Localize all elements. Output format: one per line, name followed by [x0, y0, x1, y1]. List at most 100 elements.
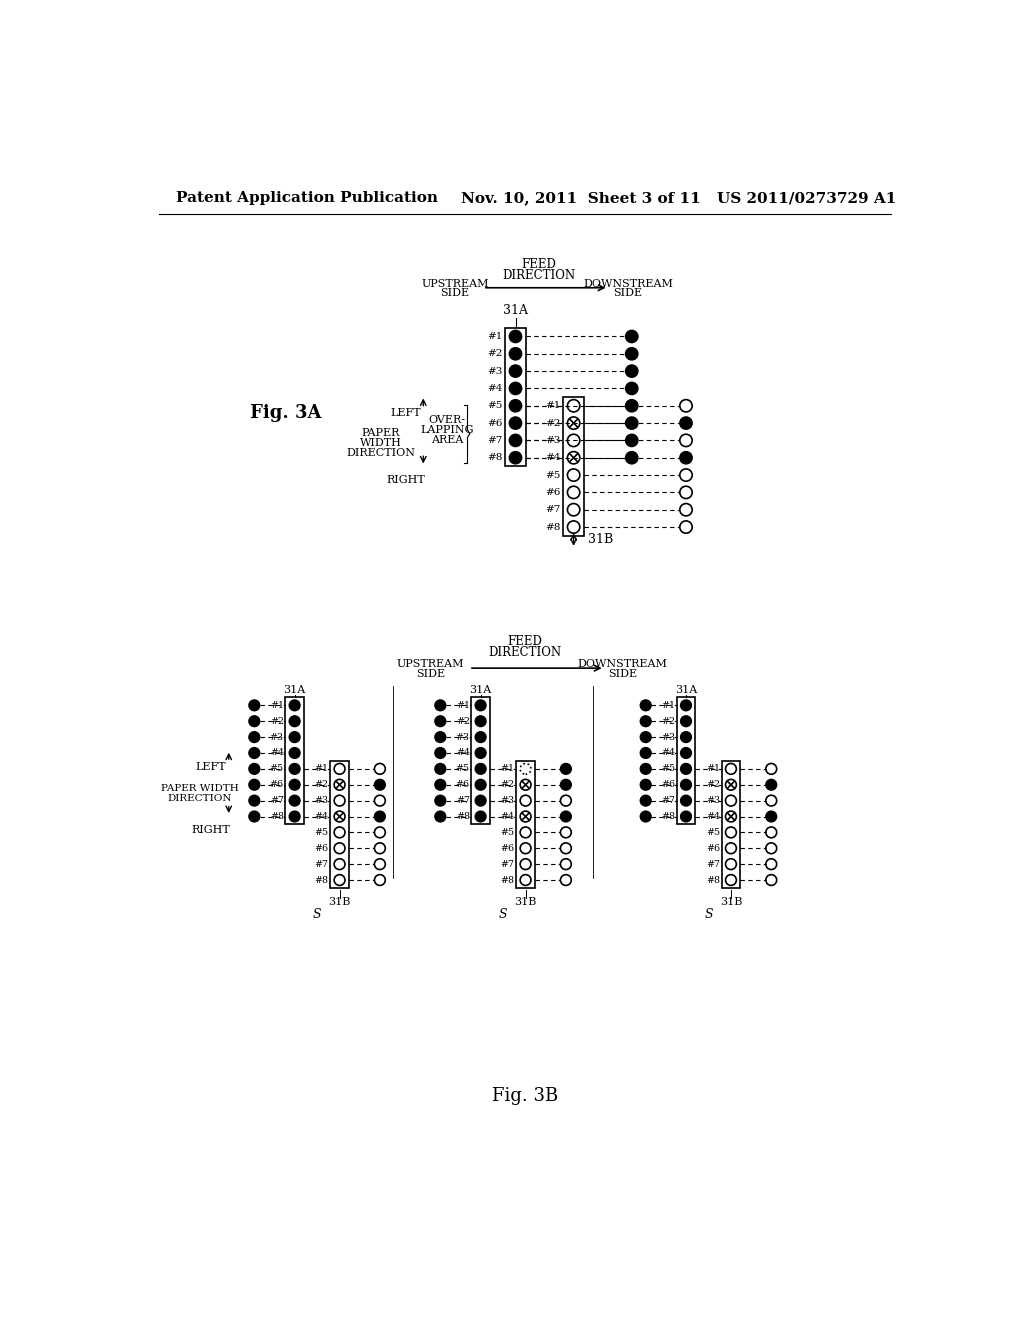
- Bar: [563, 397, 585, 536]
- Bar: [331, 760, 349, 888]
- Text: LEFT: LEFT: [196, 762, 226, 772]
- Circle shape: [289, 700, 300, 710]
- Text: S: S: [705, 908, 713, 921]
- Text: OVER-: OVER-: [429, 416, 466, 425]
- Circle shape: [560, 810, 571, 822]
- Circle shape: [567, 417, 580, 429]
- Circle shape: [509, 451, 521, 463]
- Circle shape: [435, 747, 445, 759]
- Text: 31B: 31B: [720, 896, 742, 907]
- Text: #6: #6: [706, 843, 720, 853]
- Text: AREA: AREA: [431, 436, 464, 445]
- Text: #6: #6: [487, 418, 503, 428]
- Circle shape: [249, 795, 260, 807]
- Circle shape: [509, 400, 521, 412]
- Text: 31B: 31B: [329, 896, 351, 907]
- Circle shape: [560, 828, 571, 838]
- Text: #6: #6: [545, 488, 560, 496]
- Circle shape: [475, 795, 486, 807]
- Circle shape: [640, 731, 651, 742]
- Circle shape: [626, 400, 638, 412]
- Text: #7: #7: [487, 436, 503, 445]
- Text: #7: #7: [545, 506, 560, 515]
- Text: #3: #3: [487, 367, 503, 376]
- Circle shape: [520, 843, 531, 854]
- Text: #8: #8: [269, 812, 284, 821]
- Text: #1: #1: [456, 701, 470, 710]
- Bar: [516, 760, 535, 888]
- Circle shape: [680, 400, 692, 412]
- Circle shape: [435, 731, 445, 742]
- Text: #4: #4: [662, 748, 675, 758]
- Circle shape: [249, 715, 260, 726]
- Text: #7: #7: [707, 859, 720, 869]
- Text: #1: #1: [314, 764, 329, 774]
- Text: #2: #2: [487, 350, 503, 358]
- Text: SIDE: SIDE: [613, 288, 642, 298]
- Text: #4: #4: [269, 748, 284, 758]
- Circle shape: [509, 434, 521, 446]
- Circle shape: [640, 700, 651, 710]
- Text: #3: #3: [501, 796, 515, 805]
- Circle shape: [626, 434, 638, 446]
- Text: PAPER: PAPER: [361, 428, 399, 438]
- Circle shape: [567, 469, 580, 482]
- Text: 31A: 31A: [503, 305, 528, 317]
- Circle shape: [509, 330, 521, 343]
- Bar: [722, 760, 740, 888]
- Text: #4: #4: [314, 812, 329, 821]
- Circle shape: [626, 383, 638, 395]
- Text: #7: #7: [314, 859, 329, 869]
- Circle shape: [509, 417, 521, 429]
- Text: #7: #7: [456, 796, 470, 805]
- Text: #1: #1: [707, 764, 720, 774]
- Circle shape: [334, 859, 345, 870]
- Circle shape: [289, 715, 300, 726]
- Text: #5: #5: [501, 828, 515, 837]
- Text: PAPER WIDTH: PAPER WIDTH: [161, 784, 239, 793]
- Text: US 2011/0273729 A1: US 2011/0273729 A1: [717, 191, 896, 206]
- Circle shape: [375, 859, 385, 870]
- Text: FEED: FEED: [507, 635, 543, 648]
- Circle shape: [567, 400, 580, 412]
- Text: #7: #7: [501, 859, 515, 869]
- Text: FEED: FEED: [521, 259, 556, 271]
- Circle shape: [475, 779, 486, 791]
- Circle shape: [766, 875, 776, 886]
- Circle shape: [726, 810, 736, 822]
- Circle shape: [626, 330, 638, 343]
- Circle shape: [726, 843, 736, 854]
- Text: 31B: 31B: [514, 896, 537, 907]
- Circle shape: [640, 747, 651, 759]
- Text: SIDE: SIDE: [608, 668, 637, 678]
- Circle shape: [567, 434, 580, 446]
- Text: #8: #8: [487, 453, 503, 462]
- Text: #3: #3: [269, 733, 284, 742]
- Text: WIDTH: WIDTH: [359, 438, 401, 449]
- Circle shape: [249, 731, 260, 742]
- Circle shape: [681, 795, 691, 807]
- Circle shape: [681, 715, 691, 726]
- Text: #5: #5: [487, 401, 503, 411]
- Circle shape: [560, 779, 571, 791]
- Text: LAPPING: LAPPING: [421, 425, 474, 436]
- Text: 31A: 31A: [284, 685, 306, 694]
- Text: #6: #6: [662, 780, 675, 789]
- Text: #2: #2: [269, 717, 284, 726]
- Text: #8: #8: [545, 523, 560, 532]
- Text: #8: #8: [707, 875, 720, 884]
- Circle shape: [289, 779, 300, 791]
- Text: SIDE: SIDE: [416, 668, 444, 678]
- Circle shape: [567, 521, 580, 533]
- Circle shape: [334, 843, 345, 854]
- Circle shape: [560, 859, 571, 870]
- Text: Fig. 3A: Fig. 3A: [251, 404, 322, 421]
- Circle shape: [640, 779, 651, 791]
- Text: #5: #5: [706, 828, 720, 837]
- Bar: [286, 697, 304, 825]
- Circle shape: [289, 747, 300, 759]
- Bar: [471, 697, 489, 825]
- Circle shape: [680, 434, 692, 446]
- Text: RIGHT: RIGHT: [191, 825, 230, 834]
- Text: #1: #1: [545, 401, 560, 411]
